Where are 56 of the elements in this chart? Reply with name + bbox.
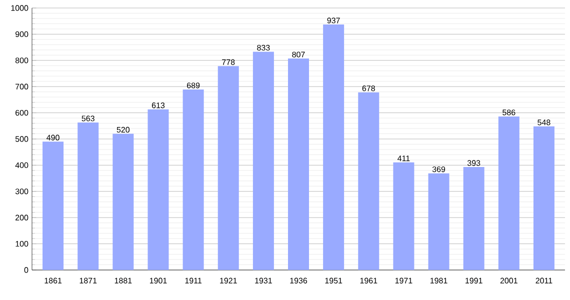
data-label: 490 [46,134,60,140]
bar [148,109,169,270]
bar [498,116,520,270]
data-label: 807 [292,52,305,58]
bar [252,52,274,270]
bar [323,24,344,270]
bar [42,142,64,270]
data-label: 520 [116,126,130,133]
bar [358,92,380,270]
data-label: 937 [327,18,340,24]
x-tick-label: 1991 [466,278,482,284]
x-tick-label: 1971 [395,278,412,284]
x-tick-label: 1961 [360,278,378,284]
y-tick-label: 800 [15,58,28,64]
bar [463,167,484,270]
x-tick-label: 1871 [80,278,97,284]
data-label: 411 [398,156,410,162]
x-tick-label: 1951 [325,278,342,284]
data-label: 778 [222,59,235,65]
data-label: 548 [538,120,550,126]
data-label: 393 [467,160,480,166]
bar [218,66,239,270]
data-label: 613 [152,102,165,108]
bar [533,126,554,270]
y-tick-label: 700 [16,84,28,90]
x-tick-label: 1921 [220,278,237,284]
x-tick-label: 1931 [255,278,272,284]
bar [288,58,309,270]
data-label: 563 [82,116,94,122]
bar [112,134,134,270]
bar [182,89,204,270]
data-label: 586 [502,110,516,116]
data-label: 833 [257,44,270,51]
bar [78,122,99,270]
data-label: 689 [187,82,200,88]
x-tick-label: 1881 [114,278,132,284]
y-tick-label: 300 [15,188,28,194]
x-tick-label: 2011 [536,278,552,284]
bar [428,173,450,270]
x-tick-label: 2001 [500,278,518,284]
y-tick-label: 400 [15,162,28,168]
x-tick-label: 1936 [290,278,308,284]
y-tick-label: 0 [24,267,28,273]
x-tick-label: 1861 [44,278,62,284]
data-label: 678 [362,86,375,92]
y-tick-label: 600 [16,110,28,116]
x-tick-label: 1981 [430,278,448,284]
y-tick-label: 1000 [11,5,28,11]
x-tick-label: 1911 [185,278,202,284]
bar [393,162,414,270]
y-tick-label: 500 [15,136,28,142]
data-label: 369 [432,166,446,172]
x-tick-label: 1901 [150,278,167,284]
y-tick-label: 100 [16,240,28,247]
y-tick-label: 200 [16,214,28,220]
y-tick-label: 900 [15,31,28,38]
